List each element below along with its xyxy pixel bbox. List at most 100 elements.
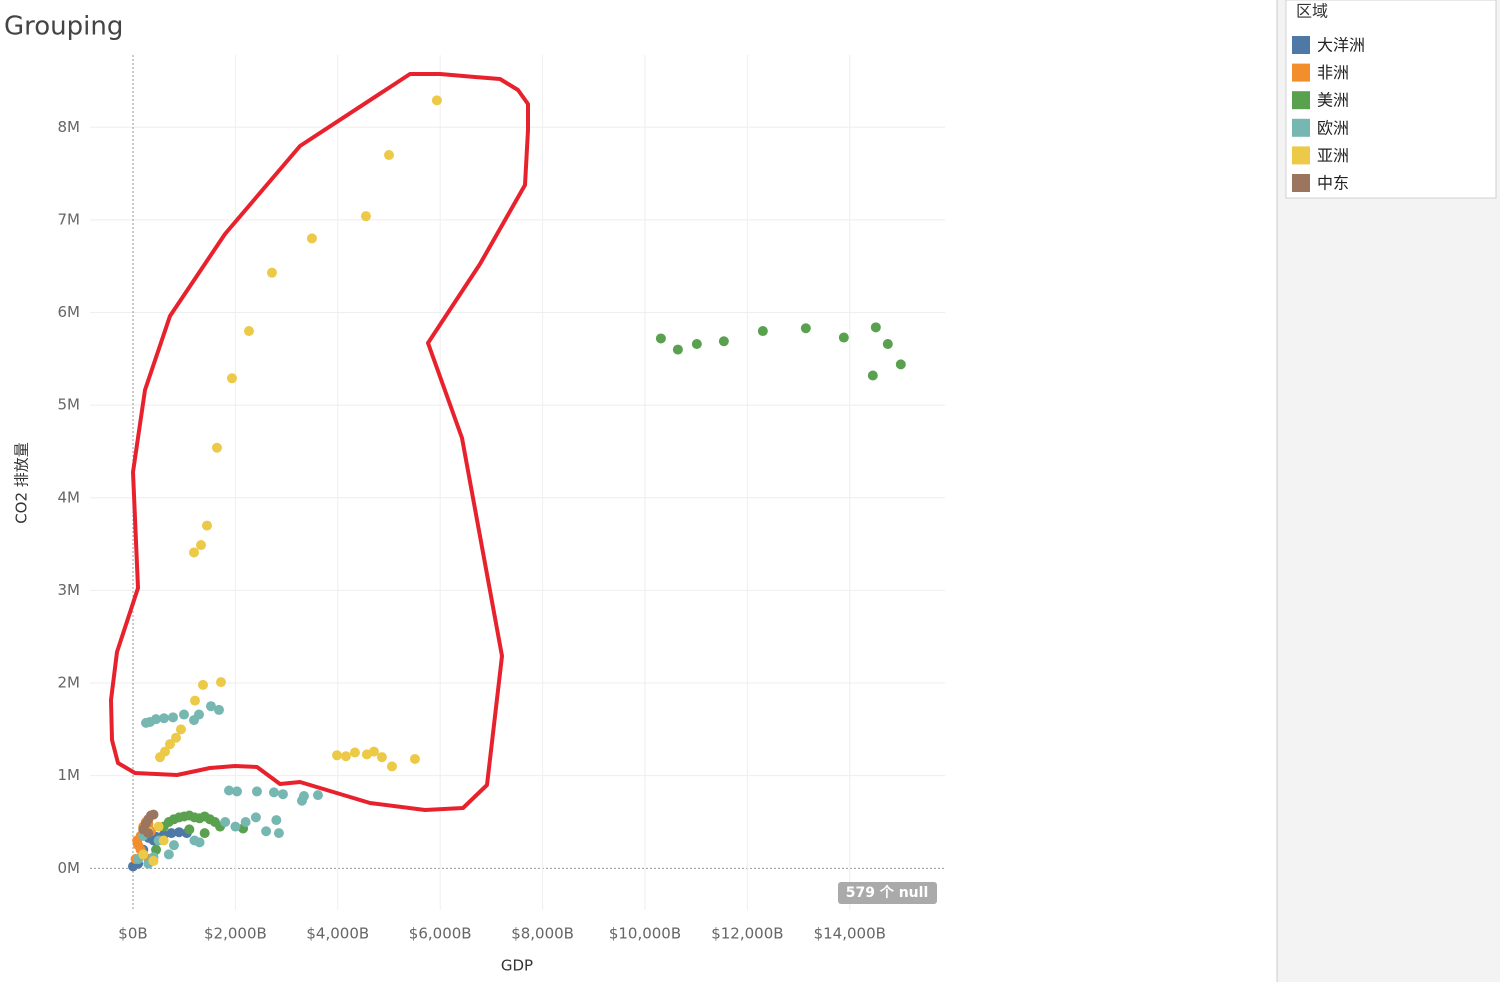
point	[231, 786, 242, 797]
point	[168, 840, 179, 851]
point	[199, 828, 210, 839]
point	[409, 754, 420, 765]
y-tick-label: 3M	[58, 581, 81, 599]
legend-label: 欧洲	[1317, 118, 1349, 137]
point	[193, 709, 204, 720]
point	[261, 826, 272, 837]
point	[143, 828, 154, 839]
point	[882, 339, 893, 350]
legend-label: 亚洲	[1317, 146, 1349, 165]
point	[154, 752, 165, 763]
null-badge[interactable]	[838, 882, 937, 904]
point	[215, 677, 226, 688]
point	[895, 359, 906, 370]
point	[268, 787, 279, 798]
point	[220, 816, 231, 827]
y-tick-label: 7M	[58, 210, 81, 228]
point	[757, 326, 768, 337]
x-tick-label: $8,000B	[511, 925, 574, 943]
point	[188, 547, 199, 558]
y-tick-label: 0M	[58, 859, 81, 877]
point	[226, 373, 237, 384]
point	[174, 827, 185, 838]
legend-label: 大洋洲	[1317, 36, 1365, 55]
point	[360, 211, 371, 222]
point	[163, 849, 174, 860]
legend-swatch	[1292, 146, 1310, 165]
point	[164, 739, 175, 750]
y-tick-label: 5M	[58, 396, 81, 414]
point	[867, 370, 878, 381]
point	[201, 520, 212, 531]
point	[205, 701, 216, 712]
y-tick-label: 2M	[58, 674, 81, 692]
point	[158, 835, 169, 846]
point	[306, 233, 317, 244]
point	[266, 267, 277, 278]
x-tick-label: $6,000B	[409, 925, 472, 943]
x-axis-label: GDP	[501, 957, 533, 975]
point	[211, 442, 222, 453]
point	[718, 336, 729, 347]
y-axis-label: CO2 排放量	[13, 442, 31, 524]
x-tick-label: $4,000B	[306, 925, 369, 943]
point	[158, 713, 169, 724]
point	[171, 732, 182, 743]
point	[870, 322, 881, 333]
legend-box	[1285, 0, 1497, 199]
point	[691, 339, 702, 350]
x-tick-label: $12,000B	[711, 925, 783, 943]
point	[251, 786, 262, 797]
point	[178, 709, 189, 720]
point	[148, 855, 159, 866]
point	[175, 724, 186, 735]
point	[838, 332, 849, 343]
point	[383, 150, 394, 161]
point	[386, 761, 397, 772]
legend-swatch	[1292, 91, 1310, 110]
point	[331, 750, 342, 761]
point	[148, 809, 159, 820]
point	[273, 828, 284, 839]
point	[194, 837, 205, 848]
point	[376, 752, 387, 763]
point	[195, 540, 206, 551]
x-tick-label: $10,000B	[609, 925, 681, 943]
y-tick-label: 1M	[58, 766, 81, 784]
grid	[90, 55, 945, 910]
legend-title: 区域	[1296, 2, 1328, 21]
point	[166, 828, 177, 839]
point	[150, 714, 161, 725]
point	[240, 816, 251, 827]
point	[224, 785, 235, 796]
plot-area	[90, 55, 945, 910]
point	[167, 712, 178, 723]
y-tick-label: 6M	[58, 303, 81, 321]
x-tick-label: $2,000B	[204, 925, 267, 943]
point	[213, 704, 224, 715]
point	[197, 679, 208, 690]
legend-swatch	[1292, 36, 1310, 54]
point	[349, 747, 360, 758]
point	[250, 812, 261, 823]
point	[312, 790, 323, 801]
point	[296, 795, 307, 806]
legend-label: 中东	[1317, 174, 1349, 193]
title: Grouping	[4, 12, 123, 42]
point	[190, 695, 201, 706]
null-badge-text[interactable]: 579 个 null	[846, 884, 929, 901]
legend-swatch	[1292, 63, 1310, 82]
point	[277, 789, 288, 800]
point	[368, 746, 379, 757]
annotation-loop	[109, 72, 530, 812]
point	[655, 333, 666, 344]
x-tick-label: $0B	[118, 925, 147, 943]
x-tick-label: $14,000B	[814, 925, 886, 943]
y-tick-label: 4M	[58, 488, 81, 506]
point	[271, 815, 282, 826]
point	[800, 323, 811, 334]
point	[672, 344, 683, 355]
legend-label: 非洲	[1317, 63, 1349, 82]
